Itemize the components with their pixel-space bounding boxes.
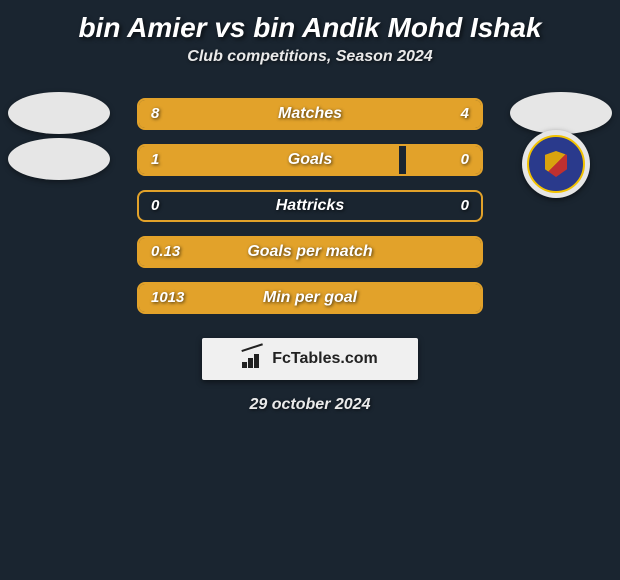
stat-bar-left-fill xyxy=(139,238,481,266)
stat-row: 8Matches4 xyxy=(0,98,620,130)
stat-bar-left-fill xyxy=(139,284,481,312)
stat-value-left: 8 xyxy=(151,100,159,128)
stat-row: 0.13Goals per match xyxy=(0,236,620,268)
stat-row: 1013Min per goal xyxy=(0,282,620,314)
stat-bar: 1Goals0 xyxy=(137,144,483,176)
stat-row: 0Hattricks0 xyxy=(0,190,620,222)
date-stamp: 29 october 2024 xyxy=(0,396,620,414)
stat-bar: 1013Min per goal xyxy=(137,282,483,314)
stat-value-left: 1 xyxy=(151,146,159,174)
club-badge-icon xyxy=(522,130,590,198)
stat-value-right: 0 xyxy=(461,192,469,220)
brand-text: FcTables.com xyxy=(272,350,378,368)
stat-bar-left-fill xyxy=(139,100,365,128)
stat-label: Hattricks xyxy=(139,192,481,220)
stat-rows: 8Matches41Goals00Hattricks00.13Goals per… xyxy=(0,98,620,314)
stat-value-left: 0.13 xyxy=(151,238,180,266)
brand-badge[interactable]: FcTables.com xyxy=(202,338,418,380)
stat-bar-right-fill xyxy=(406,146,481,174)
player-left-avatar xyxy=(8,138,110,180)
player-right-avatar xyxy=(510,92,612,134)
stat-value-right: 0 xyxy=(461,146,469,174)
stat-value-right: 4 xyxy=(461,100,469,128)
page-subtitle: Club competitions, Season 2024 xyxy=(0,48,620,98)
stat-bar: 0Hattricks0 xyxy=(137,190,483,222)
comparison-card: bin Amier vs bin Andik Mohd Ishak Club c… xyxy=(0,0,620,414)
player-left-avatar xyxy=(8,92,110,134)
page-title: bin Amier vs bin Andik Mohd Ishak xyxy=(0,0,620,48)
brand-chart-icon xyxy=(242,350,264,368)
stat-bar: 0.13Goals per match xyxy=(137,236,483,268)
stat-value-left: 1013 xyxy=(151,284,184,312)
stat-value-left: 0 xyxy=(151,192,159,220)
stat-bar: 8Matches4 xyxy=(137,98,483,130)
stat-bar-left-fill xyxy=(139,146,399,174)
stat-row: 1Goals0 xyxy=(0,144,620,176)
